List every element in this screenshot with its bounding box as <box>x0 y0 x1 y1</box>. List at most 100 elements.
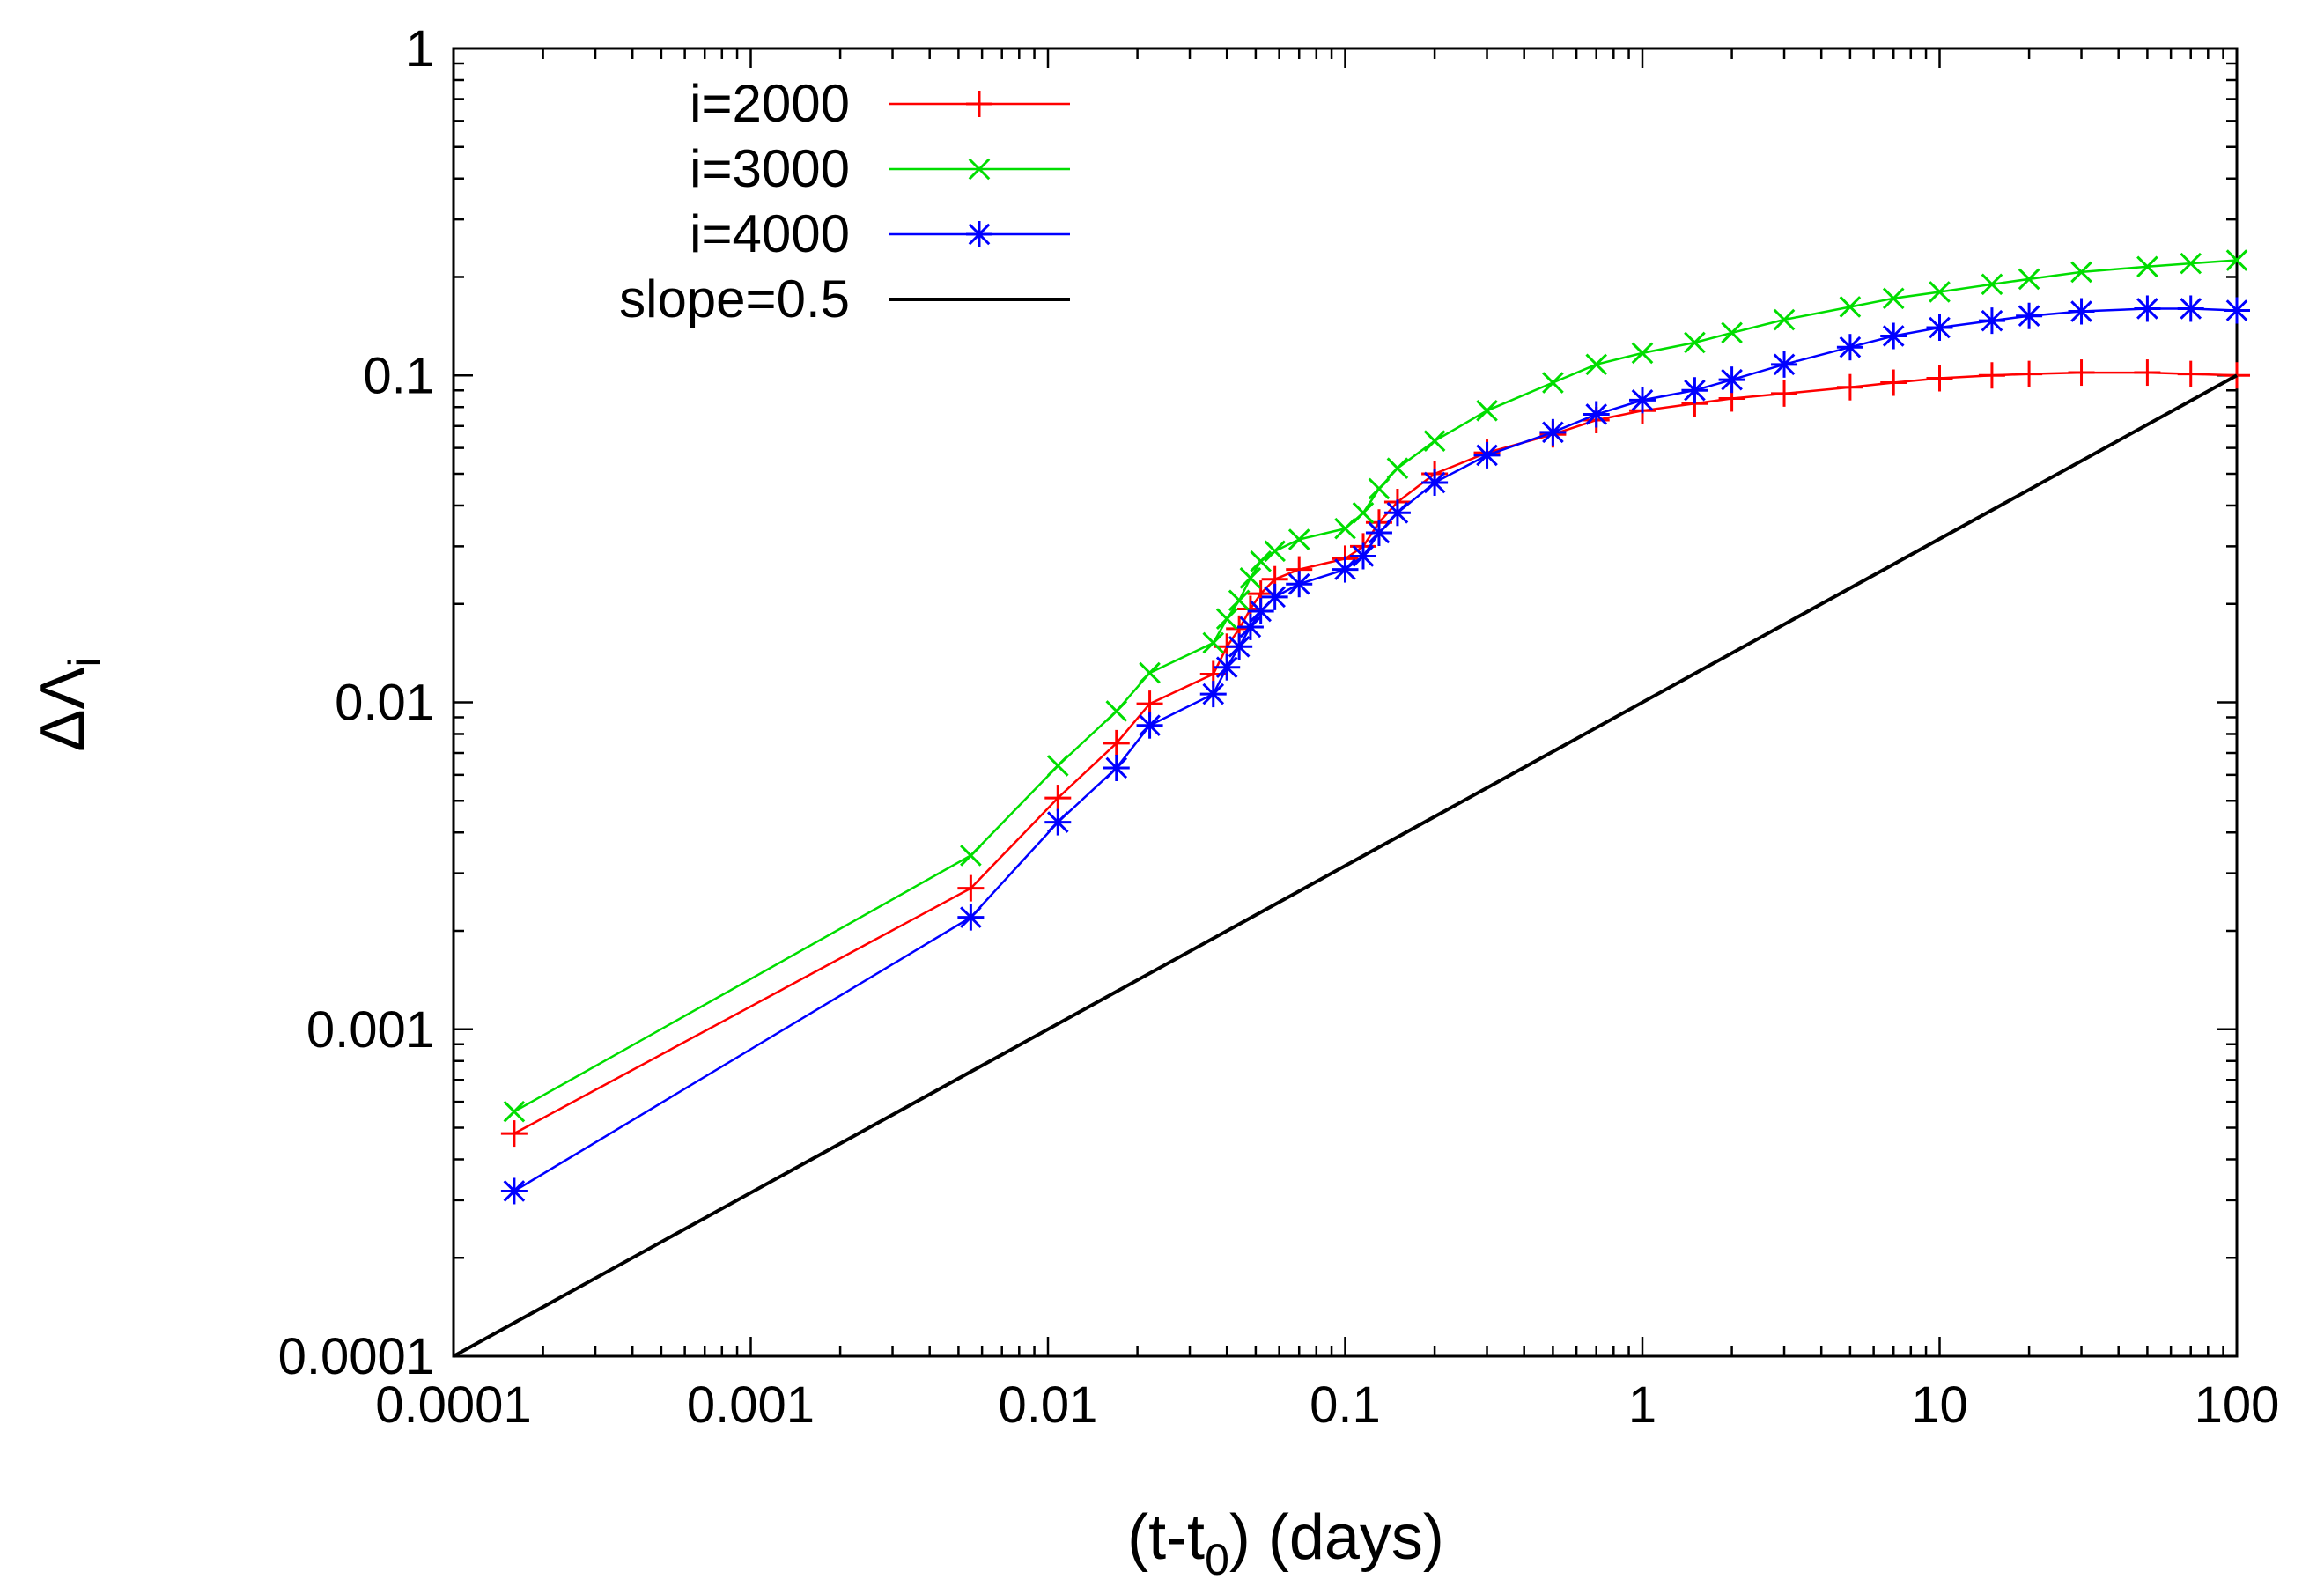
data-point <box>1332 556 1359 583</box>
data-point <box>1214 653 1241 681</box>
marker-stroke <box>2070 261 2092 284</box>
data-point <box>1476 399 1498 422</box>
marker-stroke <box>1228 589 1251 612</box>
marker-stroke <box>1215 608 1238 631</box>
data-point <box>1929 281 1951 303</box>
legend-label: i=4000 <box>690 204 850 263</box>
marker-stroke <box>1334 558 1356 580</box>
data-point <box>2177 360 2204 387</box>
data-point <box>1631 342 1654 365</box>
data-point <box>1926 314 1953 341</box>
data-point <box>1228 589 1251 612</box>
marker-stroke <box>1264 540 1286 563</box>
marker-stroke <box>2018 268 2040 291</box>
data-point <box>1136 712 1163 739</box>
data-point <box>966 91 992 117</box>
marker-stroke <box>2180 252 2202 275</box>
data-point <box>2016 302 2043 329</box>
data-point <box>1542 372 1564 394</box>
y-tick-label: 0.1 <box>363 347 434 404</box>
marker-stroke <box>1334 517 1356 540</box>
marker-stroke <box>1368 521 1391 544</box>
data-point <box>1473 441 1501 469</box>
marker-stroke <box>1929 316 1951 339</box>
data-point <box>500 1177 528 1205</box>
data-point <box>2016 360 2043 387</box>
data-point <box>1629 387 1656 414</box>
marker-stroke <box>1139 661 1161 684</box>
x-tick-label: 0.001 <box>687 1376 815 1434</box>
data-point <box>500 1120 528 1148</box>
marker-stroke <box>1773 308 1796 331</box>
data-point <box>1718 366 1745 394</box>
marker-stroke <box>1264 586 1286 609</box>
y-tick-label: 0.01 <box>335 675 434 732</box>
data-point <box>2018 268 2040 291</box>
marker-stroke <box>503 1180 526 1202</box>
marker-stroke <box>1631 389 1654 411</box>
marker-stroke <box>1981 273 2003 296</box>
marker-stroke <box>1105 756 1128 779</box>
marker-stroke <box>2225 249 2248 271</box>
y-tick-label: 0.0001 <box>278 1328 434 1385</box>
marker-stroke <box>1250 550 1272 572</box>
marker-stroke <box>1585 353 1608 376</box>
data-point <box>2070 261 2092 284</box>
data-point <box>957 874 985 902</box>
data-point <box>1202 631 1225 654</box>
marker-stroke <box>2136 298 2158 320</box>
data-point <box>1836 334 1863 361</box>
x-tick-label: 0.01 <box>999 1376 1098 1434</box>
data-point <box>1044 808 1072 836</box>
marker-stroke <box>1046 755 1069 777</box>
series-line <box>453 373 2238 1358</box>
x-tick-label: 10 <box>1911 1376 1968 1434</box>
legend-label: i=3000 <box>690 139 850 198</box>
legend-entry: i=4000 <box>690 204 1070 263</box>
data-point <box>1368 477 1391 500</box>
axis-ticks <box>452 47 2239 1358</box>
marker-stroke <box>1721 321 1743 344</box>
data-point <box>1978 362 2005 389</box>
data-point <box>1383 499 1411 527</box>
data-point <box>1721 321 1743 344</box>
marker-stroke <box>1287 572 1310 595</box>
marker-stroke <box>1839 336 1862 358</box>
marker-stroke <box>1882 287 1905 310</box>
tick-labels: 0.0001 0.001 0.01 0.1 1 10 100 0.0001 0.001 0.01 0… <box>278 20 2280 1434</box>
y-tick-label: 0.001 <box>306 1001 434 1059</box>
data-point <box>2224 362 2250 389</box>
data-point <box>503 1100 526 1123</box>
marker-stroke <box>1684 379 1706 402</box>
marker-stroke <box>1476 399 1498 422</box>
marker-stroke <box>960 906 982 928</box>
marker-stroke <box>1882 325 1905 347</box>
y-tick-label: 1 <box>406 20 434 77</box>
data-point <box>1421 469 1449 496</box>
marker-stroke <box>1476 444 1498 467</box>
data-point <box>1286 571 1313 598</box>
data-point <box>2136 255 2158 278</box>
marker-stroke <box>503 1100 526 1123</box>
data-point <box>1334 517 1356 540</box>
marker-stroke <box>960 845 982 867</box>
data-point <box>1250 550 1272 572</box>
series-line <box>513 307 2238 1192</box>
series <box>453 373 2238 1358</box>
data-point <box>1836 373 1863 401</box>
data-point <box>2177 295 2204 322</box>
data-point <box>966 221 992 247</box>
marker-stroke <box>1386 457 1409 479</box>
marker-stroke <box>1046 811 1069 833</box>
series <box>500 359 2250 1148</box>
data-point <box>1583 401 1610 428</box>
data-point <box>960 845 982 867</box>
data-point <box>1046 755 1069 777</box>
data-point <box>1882 287 1905 310</box>
data-point <box>1236 613 1264 640</box>
marker-stroke <box>968 223 991 246</box>
legend-label: i=2000 <box>690 74 850 133</box>
legend-entry: slope=0.5 <box>619 269 1070 328</box>
marker-stroke <box>1585 403 1608 425</box>
marker-stroke <box>1352 545 1375 567</box>
